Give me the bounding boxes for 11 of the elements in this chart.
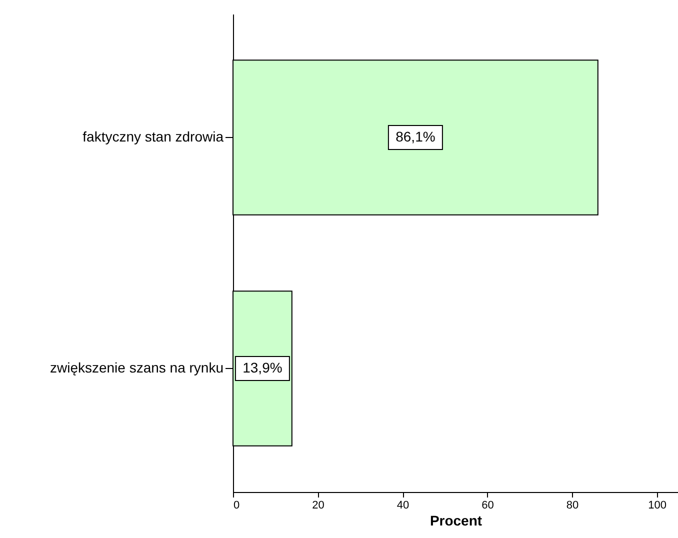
x-tick-label: 40: [396, 500, 410, 512]
x-tick-label: 0: [234, 500, 240, 512]
y-tick-label: faktyczny stan zdrowia: [82, 128, 224, 145]
x-tick-label: 100: [648, 500, 666, 512]
x-axis-title: Procent: [430, 512, 482, 528]
x-tick-label: 20: [312, 500, 324, 512]
data-label: 86,1%: [396, 128, 436, 145]
x-tick-label: 80: [566, 500, 579, 512]
data-label: 13,9%: [242, 359, 282, 376]
y-tick-label: zwiększenie szans na rynku: [50, 359, 224, 376]
x-tick-label: 60: [482, 500, 494, 512]
